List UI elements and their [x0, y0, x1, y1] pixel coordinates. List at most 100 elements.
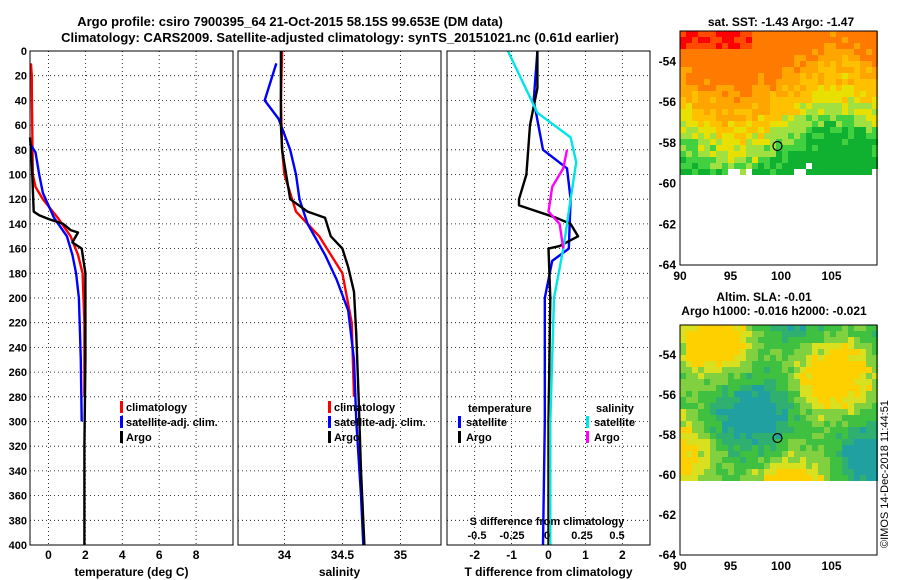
map-x-tick: 100: [771, 269, 791, 283]
y-tick-label: 260: [9, 367, 27, 379]
x-tick-label: 0: [45, 548, 52, 562]
map-y-tick: -56: [659, 388, 677, 402]
s-tick: 0: [544, 530, 550, 542]
y-tick-label: 200: [9, 293, 27, 305]
series-line-argo: [28, 137, 87, 545]
x-tick-label: 0: [545, 548, 552, 562]
x-tick-label: 2: [82, 548, 89, 562]
sst-map-title: sat. SST: -1.43 Argo: -1.47: [708, 15, 855, 29]
map-x-tick: 90: [673, 559, 687, 573]
y-tick-label: 0: [21, 46, 27, 58]
map-x-tick: 100: [771, 559, 791, 573]
sla-map-title: Altim. SLA: -0.01: [716, 290, 812, 304]
y-tick-label: 40: [15, 95, 27, 107]
y-tick-label: 160: [9, 244, 27, 256]
legend-label: satellite: [466, 417, 507, 429]
map-y-tick: -54: [659, 55, 677, 69]
series-line-argo: [279, 51, 366, 546]
y-tick-label: 320: [9, 441, 27, 453]
x-tick-label: 8: [193, 548, 200, 562]
x-axis-label: salinity: [319, 565, 361, 579]
plot-frame: [29, 50, 234, 546]
sla-map: 90 95 100 105 -54 -56 -58 -60 -62 -64: [659, 324, 878, 573]
x-tick-label: -2: [469, 548, 480, 562]
y-tick-label: 100: [9, 170, 27, 182]
series-line-satellite-adj-clim-: [28, 142, 83, 422]
map-y-tick: -64: [659, 258, 677, 272]
legend-title-temperature: temperature: [468, 403, 532, 415]
map-x-tick: 95: [724, 269, 738, 283]
s-tick: 0.25: [571, 530, 592, 542]
map-y-tick: -58: [659, 428, 677, 442]
legend-label: satellite: [594, 417, 635, 429]
x-tick-label: 4: [119, 548, 126, 562]
map-y-tick: -64: [659, 548, 677, 562]
x-tick-label: 6: [156, 548, 163, 562]
s-tick: -0.5: [468, 530, 487, 542]
side-label: ©IMOS 14-Dec-2018 11:44:51: [879, 400, 891, 548]
y-tick-label: 80: [15, 145, 27, 157]
legend-label: satellite-adj. clim.: [334, 417, 426, 429]
legend-title-salinity: salinity: [596, 403, 635, 415]
map-y-tick: -56: [659, 95, 677, 109]
s-diff-ticks: -0.5 -0.25 0 0.25 0.5: [468, 530, 625, 542]
map-y-tick: -62: [659, 508, 677, 522]
x-axis-label: T difference from climatology: [464, 565, 632, 579]
y-tick-label: 180: [9, 268, 27, 280]
series-line-s-argo: [547, 149, 569, 249]
map-x-tick: 90: [673, 269, 687, 283]
float-marker: [772, 140, 783, 152]
x-tick-label: 35: [394, 548, 408, 562]
y-tick-label: 140: [9, 219, 27, 231]
difference-legend: temperature satellite Argo salinity sate…: [458, 403, 635, 444]
y-tick-label: 400: [9, 540, 27, 552]
legend-label: climatology: [126, 402, 188, 414]
title-line1: Argo profile: csiro 7900395_64 21-Oct-20…: [77, 14, 503, 29]
legend-label: Argo: [594, 432, 620, 444]
s-tick: 0.5: [609, 530, 624, 542]
map-y-tick: -60: [659, 468, 677, 482]
s-diff-label: S difference from climatology: [470, 516, 626, 528]
legend-label: Argo: [466, 432, 492, 444]
x-tick-label: 34: [278, 548, 292, 562]
y-tick-label: 360: [9, 491, 27, 503]
salinity-panel: 34 34.5 35 salinity: [237, 50, 442, 579]
difference-panel: -2 -1 0 1 2 T difference from climatology: [446, 50, 651, 579]
legend-label: Argo: [334, 432, 360, 444]
title-line2: Climatology: CARS2009. Satellite-adjuste…: [61, 30, 619, 45]
y-tick-label: 300: [9, 417, 27, 429]
y-tick-label: 120: [9, 194, 27, 206]
sst-map: 90 95 100 105 -54 -56 -58 -60 -62 -64: [659, 30, 878, 283]
map-y-tick: -54: [659, 348, 677, 362]
y-tick-label: 60: [15, 120, 27, 132]
y-tick-label: 380: [9, 515, 27, 527]
x-tick-label: 1: [582, 548, 589, 562]
s-tick: -0.25: [499, 530, 524, 542]
map-y-tick: -60: [659, 177, 677, 191]
y-tick-label: 220: [9, 318, 27, 330]
legend-label: satellite-adj. clim.: [126, 417, 218, 429]
temperature-panel: 0204060801001201401601802002202402602803…: [9, 46, 234, 579]
y-tick-label: 20: [15, 71, 27, 83]
salinity-legend: climatology satellite-adj. clim. Argo: [328, 401, 426, 444]
map-x-tick: 105: [822, 559, 842, 573]
series-line-t-argo: [517, 51, 580, 545]
temperature-legend: climatology satellite-adj. clim. Argo: [120, 401, 218, 444]
legend-label: Argo: [126, 432, 152, 444]
x-axis-label: temperature (deg C): [74, 565, 188, 579]
map-y-tick: -62: [659, 217, 677, 231]
map-y-tick: -58: [659, 136, 677, 150]
x-tick-label: 2: [619, 548, 626, 562]
map-x-tick: 105: [822, 269, 842, 283]
y-tick-label: 340: [9, 466, 27, 478]
x-tick-label: 34.5: [331, 548, 355, 562]
series-line-s-satellite: [506, 50, 578, 545]
legend-label: climatology: [334, 402, 396, 414]
x-tick-label: -1: [506, 548, 517, 562]
y-tick-label: 280: [9, 392, 27, 404]
sla-map-subtitle: Argo h1000: -0.016 h2000: -0.021: [681, 304, 867, 318]
y-tick-label: 240: [9, 342, 27, 354]
float-marker: [772, 432, 783, 444]
map-x-tick: 95: [724, 559, 738, 573]
